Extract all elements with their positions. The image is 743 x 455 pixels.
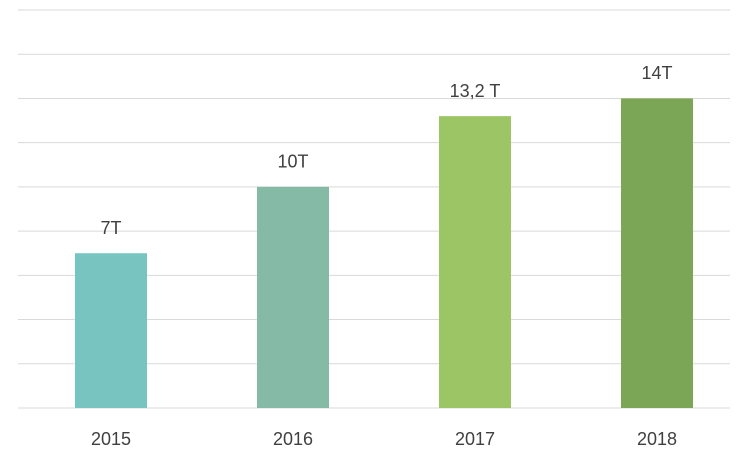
data-label: 14T [641, 63, 672, 83]
x-tick-label: 2016 [273, 429, 313, 449]
bar [439, 116, 511, 408]
bar [75, 253, 147, 408]
x-tick-label: 2015 [91, 429, 131, 449]
bar [621, 98, 693, 408]
x-tick-label: 2017 [455, 429, 495, 449]
bar [257, 186, 329, 408]
data-label: 7T [100, 218, 121, 238]
data-label: 10T [277, 152, 308, 172]
data-label: 13,2 T [450, 81, 501, 101]
x-tick-label: 2018 [637, 429, 677, 449]
